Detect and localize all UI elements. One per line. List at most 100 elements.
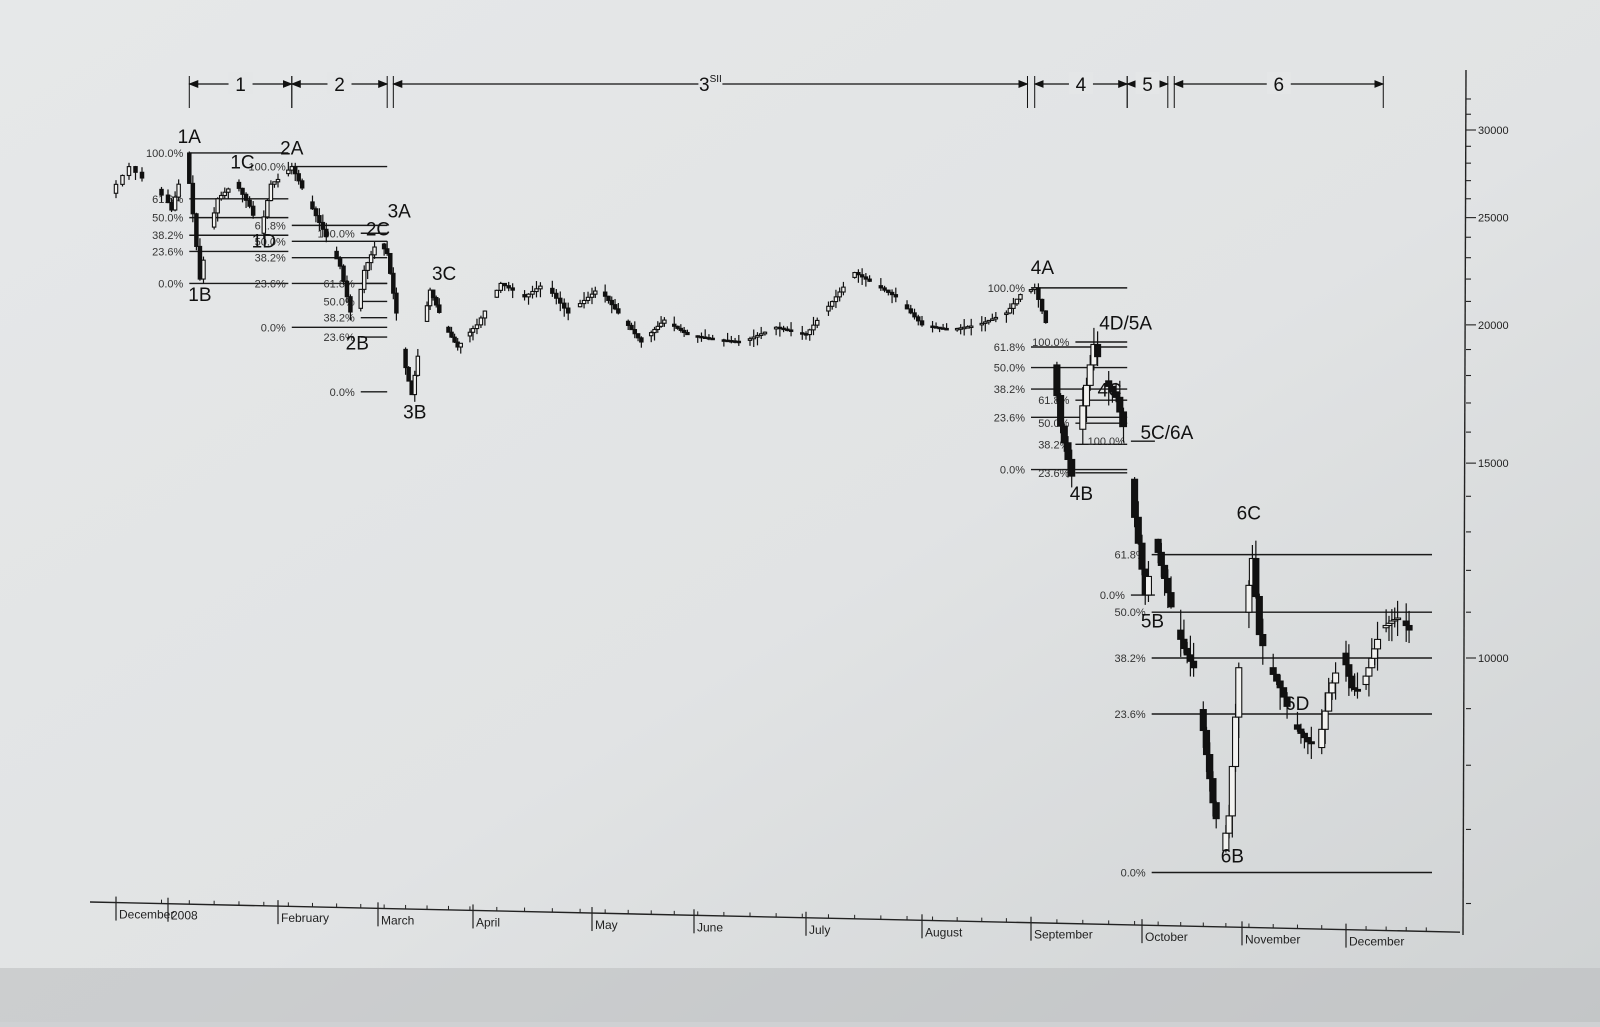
candle [916,314,921,326]
candle [1014,298,1020,306]
candle-body [561,302,567,309]
candle [1190,642,1198,677]
candle [852,271,857,279]
candle-body [187,152,192,184]
wave-point-label: 1B [188,285,211,306]
candle-body [1235,667,1243,718]
candle [581,292,587,309]
candle-body [172,196,178,211]
candle [113,180,119,199]
x-month-label: December [1349,935,1404,949]
candle-body [1011,303,1016,309]
candle [449,326,454,338]
candle [944,323,949,331]
candle-body [814,319,820,326]
candle [893,287,899,303]
candle [993,312,999,323]
candle-body [126,166,132,177]
candle-body [736,340,742,344]
candle-body [368,254,374,264]
candle [908,304,914,315]
wave-point-label: 1C [230,153,254,174]
candle-body [275,178,281,183]
candle [1134,501,1142,545]
candle [904,300,910,310]
candle [534,281,539,298]
candle [658,316,664,328]
candle [313,206,319,223]
candle-body [1405,624,1413,631]
candle-body [334,250,339,260]
y-tick-label: 30000 [1478,125,1509,137]
candle-body [785,328,790,332]
candle-body [777,326,783,330]
candle-body [695,335,700,338]
candle [470,325,476,341]
candle-body [1043,310,1049,324]
candle-body [930,325,935,329]
candle-body [470,328,476,333]
candle-body [1186,654,1194,662]
candle [299,178,305,191]
candle [1255,593,1263,636]
candle [1235,662,1243,739]
candle [1053,361,1061,403]
candle [1353,672,1362,699]
candle-body [702,336,708,339]
candle-body [581,299,587,305]
candle-body [781,327,786,331]
candle-body [506,285,511,289]
x-month-label: December [119,908,174,922]
candle-body [1245,584,1253,613]
candle-body [1036,287,1041,300]
candle [388,252,393,275]
candle [1112,382,1120,403]
candle-body [222,191,228,197]
candle-body [243,193,249,201]
candle [625,319,631,331]
candle-body [908,308,914,314]
candle-body [1259,634,1267,647]
candle-body [944,327,949,331]
candle-body [606,295,611,301]
wave-point-label: 4D/5A [1099,314,1152,335]
candle-body [632,329,638,335]
candle [829,300,835,310]
fib-level-label: 23.6% [1038,468,1069,480]
candle [275,173,281,188]
candle-body [837,291,842,298]
wave-point-label: 4A [1031,258,1055,279]
candle [577,299,583,308]
price-candles [113,151,1413,853]
candle-body [1283,696,1291,707]
candle [372,241,377,259]
candle-body [1177,629,1185,640]
wave-segment: 2 [290,72,389,108]
candle-body [1332,672,1340,684]
fib-level-label: 61.8% [324,278,355,290]
candle-body [292,166,298,175]
x-month-label: February [281,911,329,925]
candle [458,342,463,354]
candle-body [1183,647,1191,656]
candle [616,302,621,315]
wave-label-bg [1135,72,1160,94]
candle-body [878,285,884,289]
candle [126,162,132,180]
candle-body [1362,675,1370,686]
candle [268,180,274,202]
fib-level-label: 100.0% [146,148,184,160]
fib-level-label: 50.0% [255,236,286,248]
candle [710,334,715,341]
candle-body [247,199,252,207]
candle [526,293,531,305]
fib-level-label: 23.6% [255,278,286,290]
candle-body [685,331,690,336]
candle [814,317,820,329]
candle [133,165,138,180]
fib-level-label: 50.0% [152,213,183,225]
candle [381,242,387,256]
candle-body [211,212,217,228]
candle-body [1276,680,1284,689]
